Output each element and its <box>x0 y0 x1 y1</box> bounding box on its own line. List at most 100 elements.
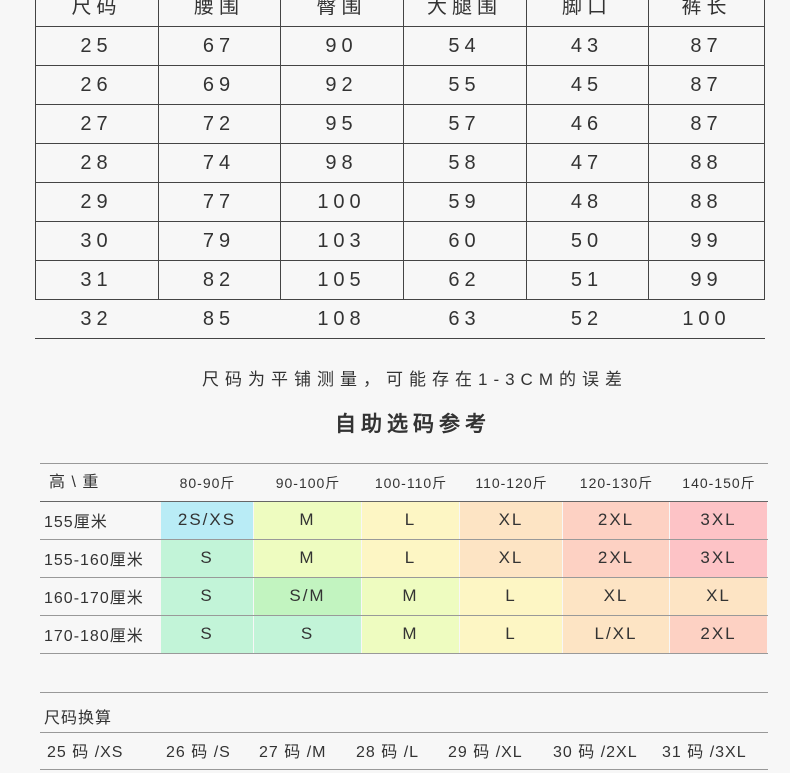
size-table-cell: 90 <box>325 35 358 57</box>
size-table-cell: 27 <box>80 113 113 135</box>
guide-weight-header: 140-150斤 <box>682 475 756 491</box>
guide-size-cell: L/XL <box>563 616 670 653</box>
guide-size-cell: 3XL <box>670 502 768 539</box>
size-table-cell: 105 <box>317 269 366 291</box>
guide-size-cell: L <box>460 578 563 615</box>
size-table-cell: 31 <box>80 269 113 291</box>
size-table-header: 腰围 <box>194 0 244 18</box>
size-table-cell: 28 <box>80 152 113 174</box>
conversion-item: 26 码 /S <box>166 744 231 761</box>
guide-size-cell: M <box>362 616 460 653</box>
size-table-header: 裤长 <box>681 0 732 18</box>
guide-size-cell: S <box>161 578 254 615</box>
table-rule <box>40 501 768 502</box>
table-rule <box>35 221 765 222</box>
size-table-cell: 30 <box>80 230 113 252</box>
size-table-cell: 98 <box>325 152 358 174</box>
size-table-cell: 88 <box>690 191 723 213</box>
guide-size-cell: L <box>460 616 563 653</box>
guide-size-cell: XL <box>670 578 768 615</box>
size-table-cell: 43 <box>570 35 604 57</box>
size-table-cell: 47 <box>570 152 604 174</box>
size-table-cell: 74 <box>202 152 236 174</box>
size-table-cell: 103 <box>317 230 366 252</box>
divider <box>40 692 768 693</box>
guide-size-cell: XL <box>460 540 563 577</box>
size-table-cell: 45 <box>570 74 604 96</box>
guide-height-label: 160-170厘米 <box>44 590 144 607</box>
table-rule <box>526 0 527 299</box>
table-rule <box>40 463 768 464</box>
table-rule <box>35 182 765 183</box>
table-rule <box>40 615 768 616</box>
size-table-cell: 100 <box>682 308 731 330</box>
size-guide-title: 自助选码参考 <box>335 413 491 436</box>
guide-weight-header: 90-100斤 <box>275 475 341 491</box>
size-table-cell: 58 <box>448 152 481 174</box>
guide-size-cell: 2XL <box>563 540 670 577</box>
table-rule <box>648 0 649 299</box>
size-table-header: 尺码 <box>71 0 122 18</box>
size-table-cell: 46 <box>570 113 604 135</box>
conversion-item: 30 码 /2XL <box>553 744 638 761</box>
table-rule <box>40 539 768 540</box>
size-table-cell: 48 <box>570 191 604 213</box>
table-rule <box>40 653 768 654</box>
size-table-header: 大腿围 <box>427 0 502 18</box>
guide-size-cell: M <box>254 540 362 577</box>
table-rule <box>35 299 765 300</box>
table-rule <box>35 260 765 261</box>
size-table-cell: 52 <box>570 308 604 330</box>
guide-weight-header: 80-90斤 <box>179 475 236 491</box>
size-table-cell: 82 <box>202 269 236 291</box>
divider <box>40 769 768 770</box>
guide-size-cell: 2XL <box>563 502 670 539</box>
size-table-cell: 87 <box>690 35 723 57</box>
guide-height-label: 170-180厘米 <box>44 628 144 645</box>
table-rule <box>35 65 765 66</box>
size-table-header: 臀围 <box>316 0 367 18</box>
size-table-cell: 100 <box>317 191 366 213</box>
guide-weight-header: 100-110斤 <box>374 475 448 491</box>
size-table-header: 脚口 <box>562 0 612 18</box>
measurement-note: 尺码为平铺测量，可能存在1-3CM的误差 <box>201 370 628 389</box>
size-table-cell: 95 <box>325 113 358 135</box>
table-rule <box>158 0 159 299</box>
size-table-cell: 85 <box>202 308 236 330</box>
guide-size-cell: 2S/XS <box>161 502 254 539</box>
table-rule <box>35 104 765 105</box>
size-table-cell: 32 <box>80 308 113 330</box>
size-table-cell: 57 <box>448 113 481 135</box>
guide-size-cell: L <box>362 540 460 577</box>
guide-size-cell: S <box>161 616 254 653</box>
table-rule <box>35 338 765 339</box>
conversion-title: 尺码换算 <box>44 710 113 727</box>
guide-size-cell: M <box>254 502 362 539</box>
table-rule <box>35 26 765 27</box>
conversion-item: 28 码 /L <box>356 744 420 761</box>
table-rule <box>403 0 404 299</box>
size-table-cell: 59 <box>448 191 481 213</box>
guide-size-cell: 2XL <box>670 616 768 653</box>
size-table-cell: 55 <box>448 74 481 96</box>
size-table-cell: 77 <box>202 191 236 213</box>
size-guide-table: 高 \ 重 80-90斤 90-100斤 100-110斤 110-120斤 120-13… <box>40 463 768 655</box>
table-rule <box>40 577 768 578</box>
conversion-item: 29 码 /XL <box>448 744 523 761</box>
guide-size-cell: S <box>254 616 362 653</box>
table-rule <box>280 0 281 299</box>
table-rule <box>764 0 765 299</box>
guide-weight-header: 110-120斤 <box>475 475 548 491</box>
size-table-cell: 62 <box>448 269 481 291</box>
guide-height-label: 155-160厘米 <box>44 552 144 569</box>
size-table-cell: 99 <box>690 269 723 291</box>
size-table-cell: 54 <box>448 35 481 57</box>
size-table-cell: 88 <box>690 152 723 174</box>
size-table-cell: 60 <box>448 230 481 252</box>
guide-size-cell: 3XL <box>670 540 768 577</box>
size-table-cell: 72 <box>202 113 236 135</box>
guide-corner-label: 高 \ 重 <box>49 474 100 491</box>
conversion-item: 31 码 /3XL <box>662 744 747 761</box>
size-table-cell: 69 <box>202 74 236 96</box>
size-table-cell: 25 <box>80 35 113 57</box>
